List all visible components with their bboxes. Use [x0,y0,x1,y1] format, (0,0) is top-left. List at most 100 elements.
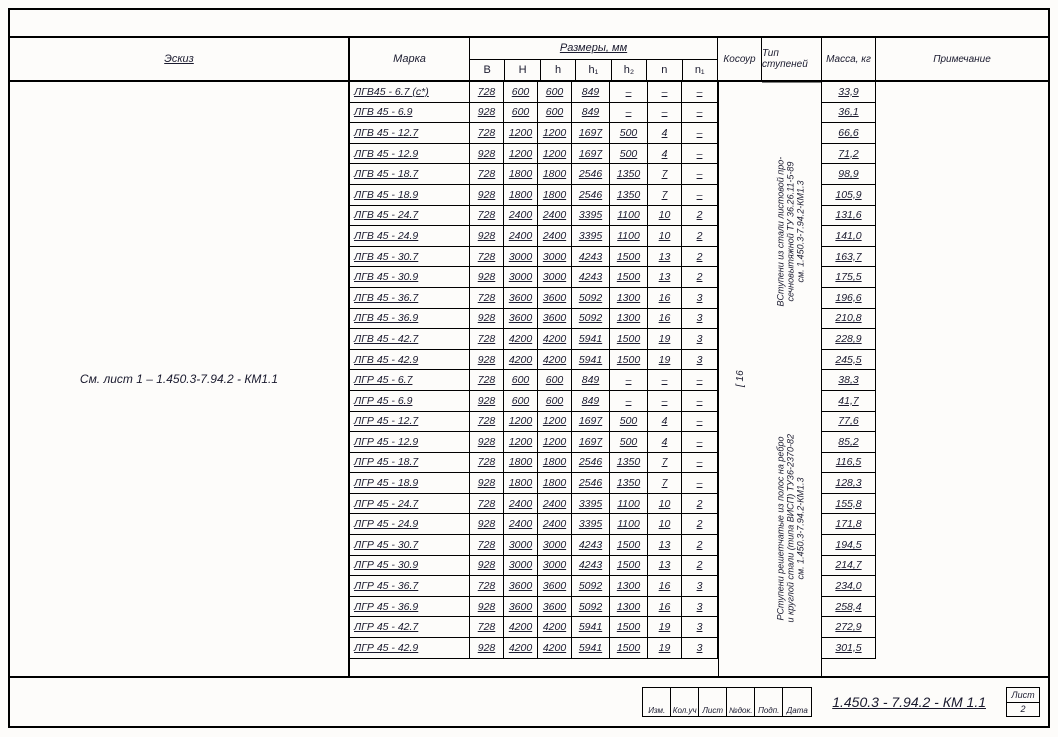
cell-H: 1800 [504,185,538,205]
cell-mark: ЛГВ 45 - 12.9 [350,144,470,164]
cell-h2: 1500 [610,638,648,658]
cell-B: 728 [470,247,504,267]
cell-B: 928 [470,473,504,493]
cell-h2: 500 [610,432,648,452]
cell-h1: 3395 [572,514,610,534]
cell-h1: 3395 [572,226,610,246]
cell-H: 2400 [504,206,538,226]
cell-H: 3000 [504,556,538,576]
cell-h2: 1500 [610,267,648,287]
table-row: ЛГВ 45 - 24.77282400240033951100102 [350,206,718,227]
cell-mass: 155,8 [822,494,876,515]
cell-n1: – [682,473,718,493]
sheet-number-box: Лист 2 [1006,687,1040,717]
cell-h: 1800 [538,185,572,205]
cell-n1: – [682,82,718,102]
cell-H: 4200 [504,617,538,637]
cell-n: 10 [648,494,682,514]
cell-B: 728 [470,164,504,184]
table-row: ЛГВ45 - 6.7 (с*)728600600849––– [350,82,718,103]
cell-h2: 1100 [610,206,648,226]
cell-H: 3600 [504,576,538,596]
cell-mark: ЛГР 45 - 24.7 [350,494,470,514]
cell-mass: 71,2 [822,144,876,165]
table-row: ЛГВ 45 - 42.77284200420059411500193 [350,329,718,350]
table-row: ЛГР 45 - 18.772818001800254613507– [350,453,718,474]
cell-mass: 272,9 [822,617,876,638]
cell-mark: ЛГР 45 - 30.7 [350,535,470,555]
cell-h: 1200 [538,144,572,164]
th-step-type: Тип ступеней [762,38,822,80]
cell-B: 928 [470,185,504,205]
cell-mark: ЛГР 45 - 6.9 [350,391,470,411]
cell-h2: 1300 [610,576,648,596]
cell-n: 10 [648,226,682,246]
cell-mark: ЛГР 45 - 36.9 [350,597,470,617]
cell-n1: – [682,412,718,432]
cell-h1: 4243 [572,535,610,555]
cell-B: 728 [470,576,504,596]
table-row: ЛГР 45 - 42.99284200420059411500193 [350,638,718,659]
table-row: ЛГВ 45 - 6.9928600600849––– [350,103,718,124]
cell-h1: 4243 [572,556,610,576]
cell-n: 19 [648,638,682,658]
cell-H: 1800 [504,453,538,473]
th-kosour: Косоур [718,38,762,80]
cell-B: 728 [470,617,504,637]
table-row: ЛГВ 45 - 12.77281200120016975004– [350,123,718,144]
cell-mass: 131,6 [822,206,876,227]
cell-H: 1200 [504,412,538,432]
cell-h: 3000 [538,267,572,287]
th-h1: h₁ [576,60,611,81]
cell-mass: 258,4 [822,597,876,618]
cell-n1: – [682,185,718,205]
cell-h: 1200 [538,123,572,143]
table-row: ЛГР 45 - 30.99283000300042431500132 [350,556,718,577]
cell-mass: 210,8 [822,309,876,330]
cell-n1: 3 [682,350,718,370]
table-row: ЛГВ 45 - 36.99283600360050921300163 [350,309,718,330]
cell-mark: ЛГР 45 - 24.9 [350,514,470,534]
sketch-header: Эскиз [10,38,348,82]
cell-H: 600 [504,370,538,390]
cell-h: 4200 [538,617,572,637]
table-row: ЛГР 45 - 36.99283600360050921300163 [350,597,718,618]
cell-mass: 234,0 [822,576,876,597]
table-header: Марка Размеры, мм B H h h₁ h₂ n n₁ Косоу… [350,38,1048,82]
cell-n: 4 [648,123,682,143]
cell-mark: ЛГР 45 - 12.9 [350,432,470,452]
cell-mass: 301,5 [822,638,876,659]
table-row: ЛГВ 45 - 30.77283000300042431500132 [350,247,718,268]
cell-mark: ЛГВ 45 - 42.7 [350,329,470,349]
cell-h: 3600 [538,576,572,596]
cell-n1: 3 [682,288,718,308]
table-row: ЛГВ 45 - 24.99282400240033951100102 [350,226,718,247]
cell-B: 728 [470,535,504,555]
title-block: Изм.Кол.учЛист№док.Подп.Дата 1.450.3 - 7… [10,678,1048,726]
cell-H: 3000 [504,267,538,287]
cell-B: 728 [470,82,504,102]
th-mass: Масса, кг [822,38,876,80]
cell-mark: ЛГВ 45 - 30.7 [350,247,470,267]
cell-h1: 5092 [572,288,610,308]
cell-mark: ЛГР 45 - 6.7 [350,370,470,390]
cell-mark: ЛГВ 45 - 30.9 [350,267,470,287]
cell-B: 928 [470,432,504,452]
main-area: Эскиз См. лист 1 – 1.450.3-7.94.2 - КМ1.… [10,38,1048,678]
cell-h1: 3395 [572,206,610,226]
table-row: ЛГВ 45 - 30.99283000300042431500132 [350,267,718,288]
cell-h: 4200 [538,329,572,349]
cell-mass: 141,0 [822,226,876,247]
cell-h2: 1500 [610,329,648,349]
cell-h2: 1500 [610,535,648,555]
cell-h1: 5941 [572,638,610,658]
cell-n1: 2 [682,247,718,267]
cell-h1: 849 [572,103,610,123]
cell-mass: 98,9 [822,164,876,185]
cell-B: 728 [470,494,504,514]
cell-h1: 849 [572,82,610,102]
stamp-cell: Дата [783,688,811,716]
th-n: n [647,60,682,81]
cell-B: 928 [470,391,504,411]
cell-H: 4200 [504,638,538,658]
